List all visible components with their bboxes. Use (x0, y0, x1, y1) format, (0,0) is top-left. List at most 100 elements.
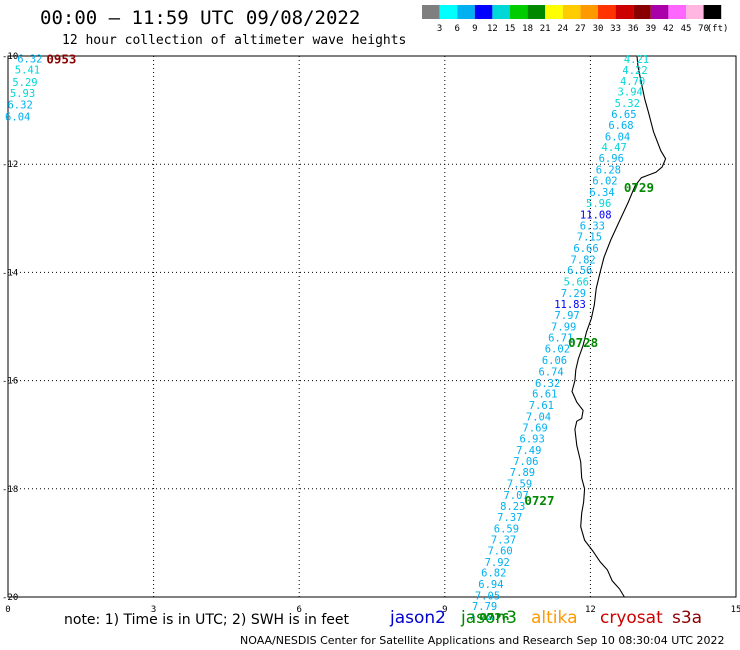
time-label: 0726 (479, 610, 509, 620)
swh-value: 7.07 (503, 490, 528, 502)
satellite-label-jason2: jason2 (390, 608, 446, 628)
swh-value: 7.15 (577, 232, 602, 244)
legend-swatch (598, 5, 616, 19)
swh-value: 7.29 (561, 288, 586, 300)
legend-swatch (422, 5, 440, 19)
satellite-label-altika: altika (531, 608, 578, 628)
swh-value: 11.83 (554, 299, 586, 311)
swh-value: 6.66 (573, 243, 598, 255)
swh-value: 7.59 (507, 478, 532, 490)
legend-label: 42 (663, 24, 674, 34)
swh-value: 11.08 (580, 210, 612, 222)
swh-value: 7.69 (522, 423, 547, 435)
x-tick-label: 12 (585, 605, 596, 615)
time-label: 0727 (524, 493, 554, 508)
swh-value: 6.32 (17, 54, 42, 66)
legend-label: 24 (557, 24, 568, 34)
y-tick-label: -14 (2, 268, 18, 278)
legend-swatch (492, 5, 510, 19)
x-tick-label: 3 (151, 605, 156, 615)
y-tick-label: -12 (2, 160, 18, 170)
swh-value: 6.33 (580, 220, 605, 232)
swh-value: 6.94 (478, 579, 503, 591)
swh-value: 6.32 (7, 100, 32, 112)
swh-value: 7.48 (469, 613, 494, 620)
swh-value: 5.41 (15, 65, 40, 77)
legend-label: 15 (505, 24, 516, 34)
swh-value: 7.37 (491, 535, 516, 547)
swh-value: 7.60 (487, 545, 512, 557)
swh-value: 6.56 (567, 265, 592, 277)
swh-value: 6.61 (532, 389, 557, 401)
swh-value: 6.82 (481, 568, 506, 580)
legend-swatch (633, 5, 651, 19)
legend-swatch (457, 5, 475, 19)
map-subtitle: 12 hour collection of altimeter wave hei… (62, 33, 407, 48)
swh-value: 7.79 (472, 601, 497, 613)
swh-value: 5.93 (10, 88, 35, 100)
swh-value: 6.93 (520, 433, 545, 445)
satellite-label-cryosat: cryosat (600, 608, 663, 628)
swh-value: 7.99 (551, 322, 576, 334)
legend-label: 18 (522, 24, 533, 34)
legend-label: 70 (698, 24, 709, 34)
legend-swatch (580, 5, 598, 19)
x-tick-label: 6 (296, 605, 301, 615)
coastline (571, 55, 667, 598)
map-plot: 0 3 6 9 12 15-10-12-14-16-18-206.325.415.295.… (2, 52, 740, 620)
time-label: 0728 (568, 335, 598, 350)
swh-value: 6.74 (538, 366, 563, 378)
legend-label: 9 (472, 24, 477, 34)
swh-value: 7.61 (529, 400, 554, 412)
swh-value: 3.94 (618, 87, 643, 99)
legend-label: 39 (645, 24, 656, 34)
swh-value: 5.29 (12, 77, 37, 89)
legend-label: 30 (593, 24, 604, 34)
legend-swatch (615, 5, 634, 19)
legend-swatch (562, 5, 581, 19)
swh-value: 6.59 (494, 523, 519, 535)
swh-value: 6.71 (548, 332, 573, 344)
x-tick-label: 0 (5, 605, 10, 615)
swh-value: 6.65 (611, 109, 636, 121)
swh-value: 6.96 (599, 153, 624, 165)
legend-swatch (686, 5, 704, 19)
swh-value: 4.22 (622, 65, 647, 77)
legend-swatch (545, 5, 563, 19)
swh-value: 6.04 (5, 112, 30, 124)
swh-value: 6.02 (545, 344, 570, 356)
swh-value: 5.66 (564, 277, 589, 289)
time-label: 0953 (46, 52, 76, 67)
legend-label: 21 (540, 24, 551, 34)
swh-value: 6.28 (596, 165, 621, 177)
satellite-label-s3a: s3a (672, 608, 703, 628)
time-label: 0729 (624, 180, 654, 195)
legend-swatch (510, 5, 528, 19)
swh-value: 7.89 (510, 467, 535, 479)
swh-value: 7.05 (475, 590, 500, 602)
legend-label: 33 (610, 24, 621, 34)
swh-value: 7.97 (554, 310, 579, 322)
swh-value: 7.37 (497, 512, 522, 524)
legend-label: 36 (628, 24, 639, 34)
swh-value: 4.70 (620, 76, 645, 88)
legend-swatch (668, 5, 686, 19)
swh-value: 6.34 (589, 187, 614, 199)
swh-value: 7.04 (526, 411, 551, 423)
legend-swatch (439, 5, 458, 19)
legend-label: 6 (454, 24, 459, 34)
swh-value: 7.49 (516, 445, 541, 457)
x-tick-label: 15 (731, 605, 740, 615)
satellite-label-jason3: jason3 (461, 608, 517, 628)
swh-value: 5.32 (615, 98, 640, 110)
map-title: 00:00 – 11:59 UTC 09/08/2022 (40, 7, 361, 29)
x-tick-label: 9 (442, 605, 447, 615)
swh-value: 6.02 (592, 175, 617, 187)
y-tick-label: -16 (2, 377, 18, 387)
legend-unit: (ft) (707, 24, 729, 34)
swh-value: 6.68 (608, 120, 633, 132)
legend-label: 27 (575, 24, 586, 34)
swh-value: 7.82 (570, 254, 595, 266)
swh-value: 6.04 (605, 132, 630, 144)
swh-value: 4.21 (624, 54, 649, 66)
